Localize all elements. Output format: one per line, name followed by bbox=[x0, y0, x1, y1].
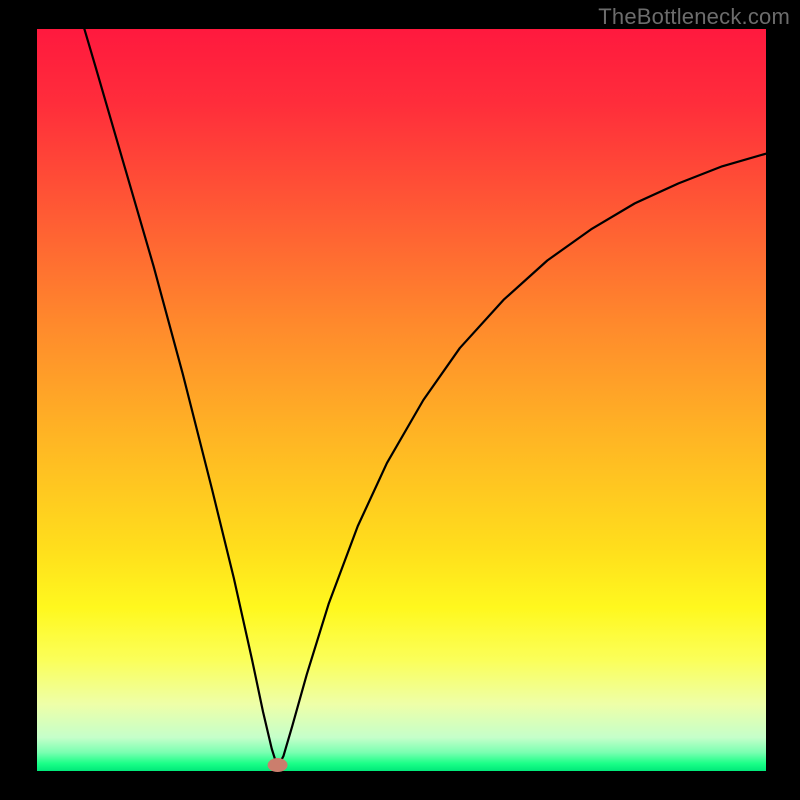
watermark-text: TheBottleneck.com bbox=[598, 4, 790, 30]
minimum-marker bbox=[268, 758, 288, 772]
plot-background bbox=[37, 29, 766, 771]
chart-svg bbox=[0, 0, 800, 800]
bottleneck-chart: TheBottleneck.com bbox=[0, 0, 800, 800]
